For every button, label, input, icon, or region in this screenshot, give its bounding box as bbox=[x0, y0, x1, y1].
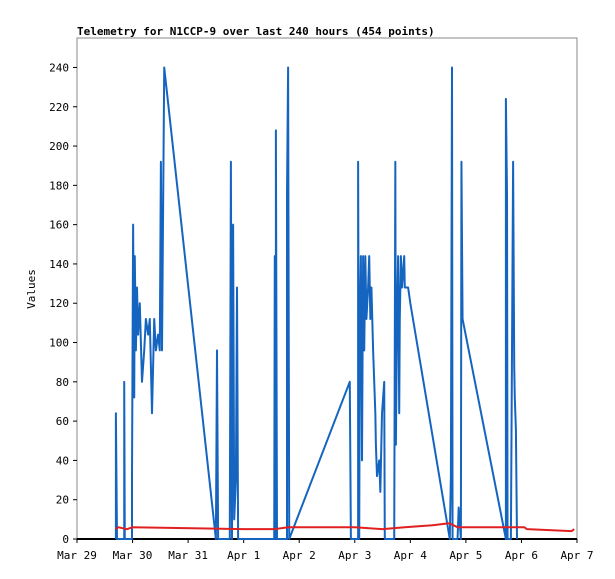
y-axis-label: Values bbox=[25, 269, 38, 309]
y-tick-label: 240 bbox=[49, 61, 69, 74]
y-tick-label: 40 bbox=[56, 454, 69, 467]
data-line bbox=[115, 522, 575, 533]
chart-title: Telemetry for N1CCP-9 over last 240 hour… bbox=[77, 25, 435, 38]
y-tick-label: 100 bbox=[49, 337, 69, 350]
y-tick-label: 80 bbox=[56, 376, 69, 389]
x-tick-label: Mar 30 bbox=[113, 549, 153, 562]
x-tick-label: Apr 4 bbox=[394, 549, 427, 562]
x-tick-label: Mar 29 bbox=[57, 549, 97, 562]
y-tick-label: 120 bbox=[49, 297, 69, 310]
x-tick-label: Apr 5 bbox=[449, 549, 482, 562]
y-tick-label: 200 bbox=[49, 140, 69, 153]
y-tick-label: 0 bbox=[62, 533, 69, 546]
x-tick-label: Apr 7 bbox=[560, 549, 593, 562]
y-tick-label: 140 bbox=[49, 258, 69, 271]
x-tick-label: Mar 31 bbox=[168, 549, 208, 562]
data-line bbox=[114, 66, 518, 540]
x-tick-label: Apr 1 bbox=[227, 549, 260, 562]
x-tick-label: Apr 3 bbox=[338, 549, 371, 562]
y-tick-label: 180 bbox=[49, 179, 69, 192]
y-tick-label: 160 bbox=[49, 219, 69, 232]
x-tick-label: Apr 2 bbox=[283, 549, 316, 562]
x-tick-label: Apr 6 bbox=[505, 549, 538, 562]
y-tick-label: 220 bbox=[49, 101, 69, 114]
y-tick-label: 20 bbox=[56, 494, 69, 507]
y-tick-label: 60 bbox=[56, 415, 69, 428]
